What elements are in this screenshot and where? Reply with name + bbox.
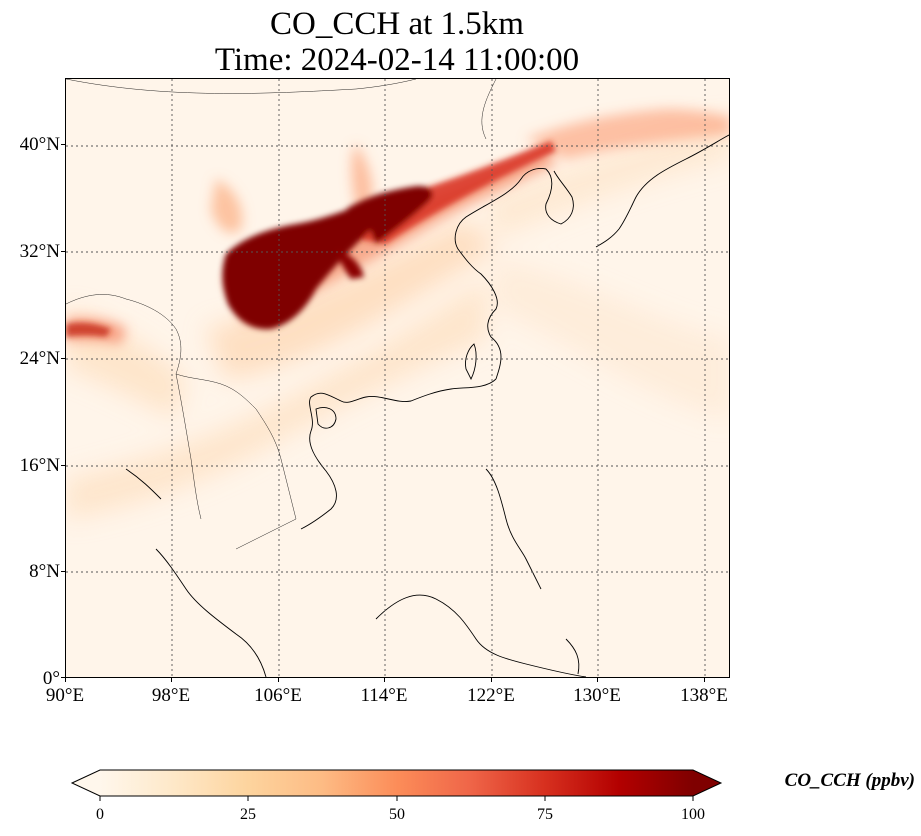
colorbar-tick-label: 25: [240, 806, 256, 823]
lat-tick-mark: [61, 251, 65, 252]
diffuse-plume: [66, 119, 729, 519]
lat-tick-label: 40°N: [19, 134, 60, 155]
colorbar-min-extend-arrow: [72, 770, 100, 796]
lat-tick-label: 0°: [42, 668, 60, 689]
colorbar-tick-label: 100: [681, 806, 705, 823]
lon-tick-label: 106°E: [254, 685, 302, 706]
lon-tick-mark: [171, 678, 172, 682]
lat-tick-label: 24°N: [19, 348, 60, 369]
lon-tick-mark: [704, 678, 705, 682]
lon-tick-label: 130°E: [573, 685, 621, 706]
colorbar-tick-label: 50: [389, 806, 405, 823]
lon-tick-label: 98°E: [151, 685, 191, 706]
lon-tick-label: 138°E: [680, 685, 728, 706]
coastlines: [125, 134, 729, 677]
plume-core: [66, 141, 556, 337]
lat-tick-label: 16°N: [19, 455, 60, 476]
colorbar: [70, 769, 723, 801]
colorbar-tick-label: 75: [537, 806, 553, 823]
map-canvas: [66, 79, 729, 677]
lat-tick-mark: [61, 144, 65, 145]
colorbar-max-extend-arrow: [693, 770, 721, 796]
lon-tick-label: 122°E: [467, 685, 515, 706]
lon-tick-mark: [597, 678, 598, 682]
lat-tick-mark: [61, 465, 65, 466]
country-borders: [66, 79, 497, 550]
lat-tick-label: 8°N: [29, 561, 60, 582]
lon-tick-label: 114°E: [360, 685, 408, 706]
lon-tick-label: 90°E: [45, 685, 85, 706]
lat-tick-mark: [61, 358, 65, 359]
lon-tick-mark: [278, 678, 279, 682]
lat-tick-mark: [61, 677, 65, 678]
lat-tick-mark: [61, 571, 65, 572]
lon-tick-mark: [384, 678, 385, 682]
colorbar-label: CO_CCH (ppbv): [784, 770, 915, 791]
map-title: CO_CCH at 1.5km: [270, 6, 524, 42]
map-time-subtitle: Time: 2024-02-14 11:00:00: [214, 42, 580, 78]
gridlines: [66, 79, 729, 677]
lat-tick-label: 32°N: [19, 241, 60, 262]
lon-tick-mark: [65, 678, 66, 682]
map-panel: [65, 78, 730, 678]
colorbar-gradient: [100, 770, 693, 796]
lon-tick-mark: [491, 678, 492, 682]
colorbar-tick-label: 0: [96, 806, 104, 823]
concentration-field: [66, 79, 729, 677]
